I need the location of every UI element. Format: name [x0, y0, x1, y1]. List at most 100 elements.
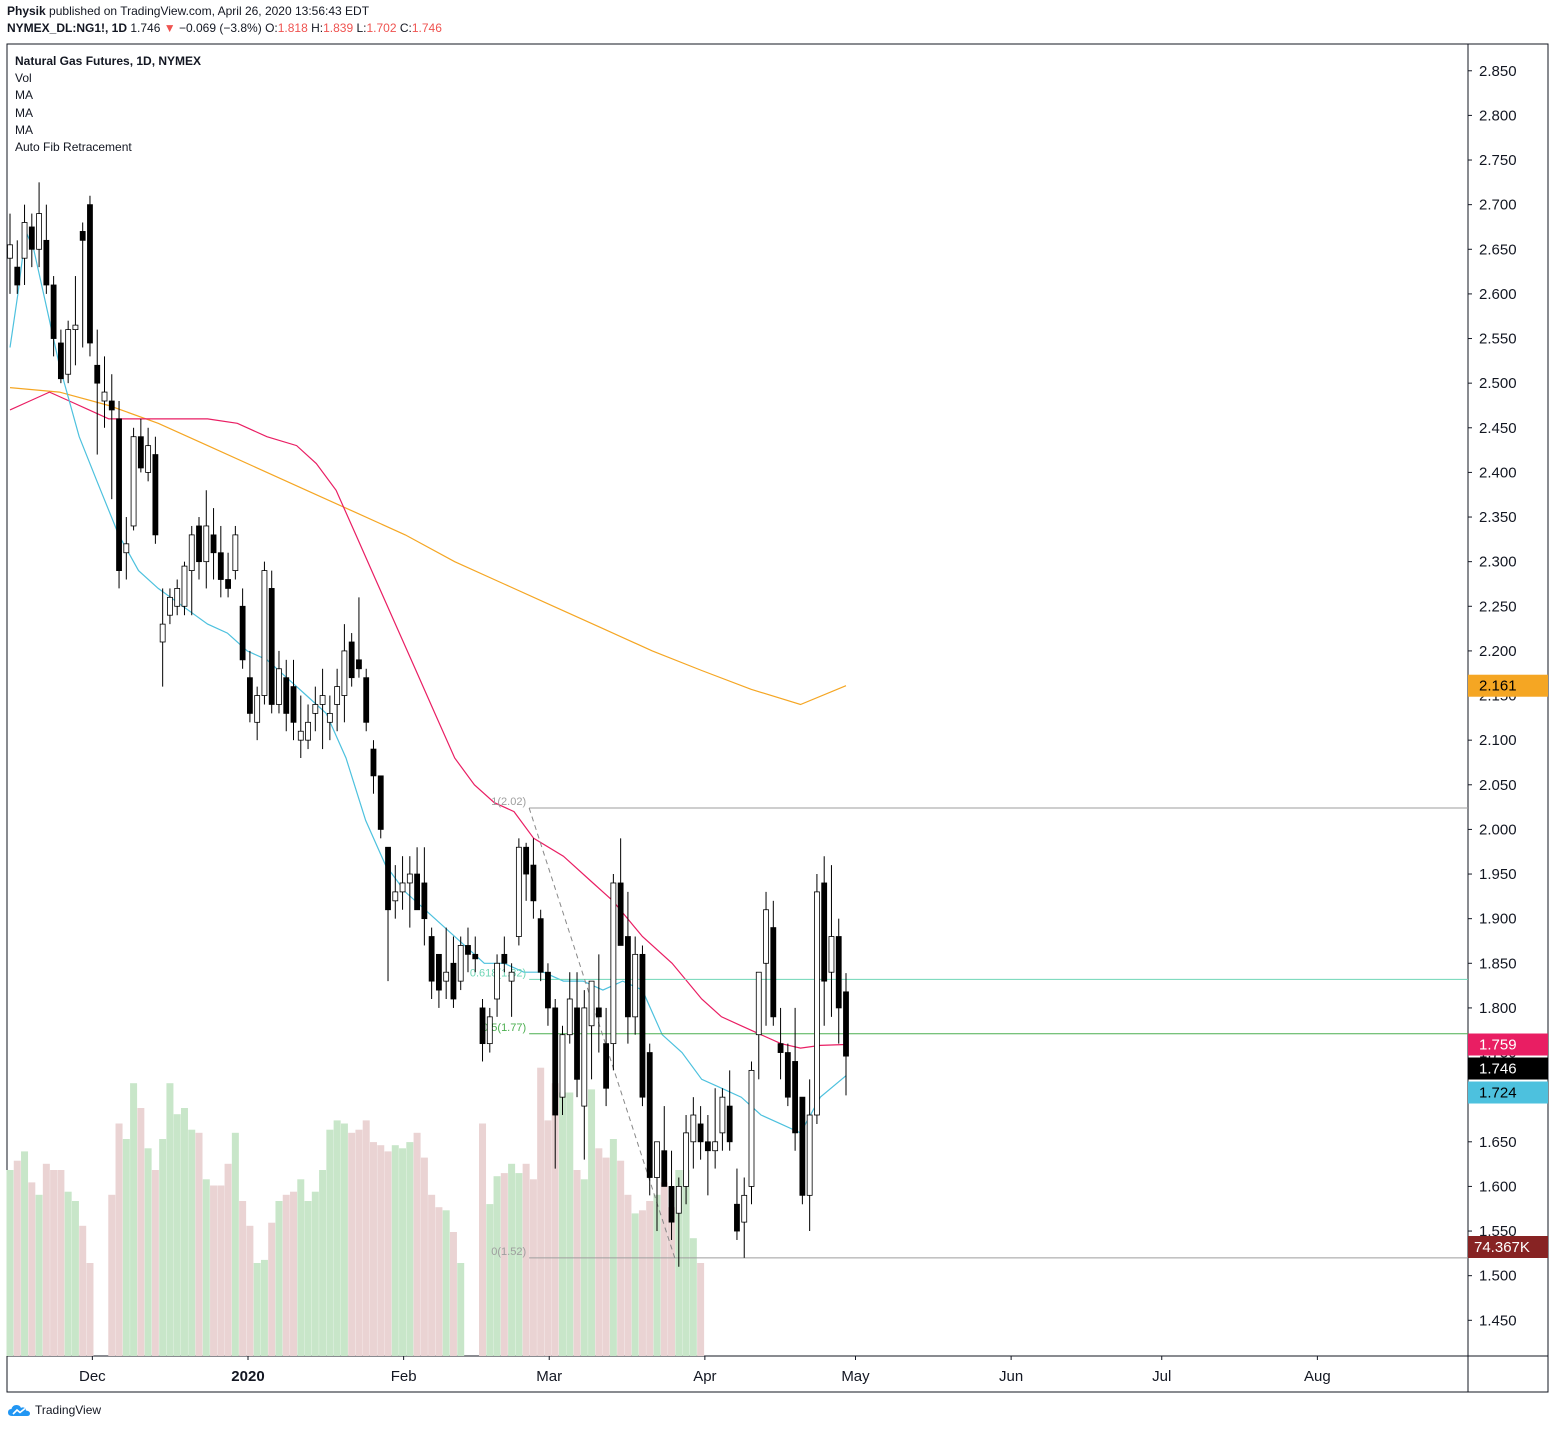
- y-tick-label: 1.450: [1479, 1312, 1517, 1329]
- candle-body: [363, 677, 370, 723]
- volume-bar: [682, 1170, 690, 1356]
- volume-bar: [50, 1170, 58, 1356]
- volume-bar: [333, 1120, 341, 1356]
- candle-body: [7, 244, 13, 259]
- legend-auto-fib[interactable]: Auto Fib Retracement: [15, 140, 132, 155]
- candle-body: [87, 204, 93, 344]
- volume-bar: [326, 1129, 334, 1356]
- candle-body: [246, 677, 253, 714]
- volume-bar: [231, 1132, 239, 1356]
- candle-body: [712, 1141, 719, 1152]
- footer-brand-label: TradingView: [35, 1403, 102, 1417]
- volume-bar: [108, 1194, 116, 1356]
- x-tick-label: Aug: [1304, 1368, 1331, 1385]
- candle-body: [726, 1105, 733, 1143]
- price-badges: 2.161 1.759 1.746 1.724 74.367K: [1468, 674, 1548, 1258]
- volume-bar: [369, 1142, 377, 1356]
- candle-body: [370, 748, 377, 777]
- candle-body: [145, 445, 152, 473]
- footer-brand[interactable]: TradingView: [7, 1403, 101, 1417]
- legend-ma-3[interactable]: MA: [15, 122, 33, 137]
- volume-bar: [638, 1210, 646, 1356]
- y-tick-label: 2.200: [1479, 643, 1517, 660]
- y-tick-label: 1.500: [1479, 1268, 1517, 1285]
- volume-bar: [609, 1139, 617, 1356]
- candle-body: [14, 266, 21, 286]
- candle-body: [523, 846, 530, 875]
- chart-frame: [6, 43, 1549, 1393]
- symbol-name[interactable]: NYMEX_DL:NG1!, 1D: [7, 21, 128, 35]
- candle-body: [784, 1052, 791, 1098]
- candle-body: [545, 971, 551, 1009]
- candle-body: [188, 534, 195, 571]
- candle-body: [661, 1150, 668, 1187]
- volume-bar: [660, 1182, 668, 1356]
- legend-ma-1[interactable]: MA: [15, 88, 33, 103]
- legend-volume[interactable]: Vol: [15, 71, 32, 86]
- candle-body: [465, 945, 471, 955]
- candle-body: [494, 962, 500, 1000]
- volume-bar: [435, 1207, 443, 1356]
- candle-body: [276, 668, 282, 705]
- legend-series-title[interactable]: Natural Gas Futures, 1D, NYMEX: [15, 54, 202, 68]
- volume-bar: [668, 1207, 676, 1356]
- y-tick-label: 2.300: [1479, 554, 1517, 571]
- x-tick-label: 2020: [231, 1368, 264, 1385]
- volume-bar: [529, 1179, 537, 1356]
- candle-body: [457, 945, 464, 982]
- legend-ma-2[interactable]: MA: [15, 105, 33, 120]
- volume-bar: [297, 1179, 305, 1356]
- candle-body: [799, 1096, 806, 1196]
- author-name[interactable]: Physik: [7, 4, 46, 18]
- volume-bar: [57, 1170, 65, 1356]
- candle-body: [356, 659, 362, 670]
- volume-bar: [617, 1160, 625, 1356]
- ma-slow-line: [9, 387, 847, 706]
- candle-body: [450, 962, 457, 1000]
- candle-body: [414, 873, 420, 911]
- candle-body: [196, 525, 202, 563]
- candle-body: [232, 534, 239, 571]
- candle-body: [181, 565, 188, 607]
- candle-body: [305, 721, 311, 741]
- candle-body: [210, 534, 217, 554]
- candle-body: [581, 1007, 588, 1107]
- y-tick-label: 2.000: [1479, 821, 1517, 838]
- volume-bar: [13, 1160, 21, 1356]
- candle-body: [290, 686, 297, 723]
- candle-body: [225, 579, 231, 589]
- candle-body: [377, 775, 384, 830]
- y-tick-label: 1.650: [1479, 1134, 1517, 1151]
- candle-body: [406, 873, 413, 884]
- candle-body: [806, 1114, 813, 1196]
- y-tick-label: 1.800: [1479, 1000, 1517, 1017]
- volume-bar: [122, 1139, 130, 1356]
- volume-bar: [406, 1142, 414, 1356]
- volume-bar: [697, 1263, 705, 1356]
- candle-body: [297, 730, 304, 741]
- candle-body: [348, 641, 355, 679]
- volume-badge-label: 74.367K: [1474, 1239, 1530, 1256]
- volume-bar: [311, 1191, 319, 1356]
- price-badge-ma_fast: [1468, 1081, 1548, 1104]
- y-tick-label: 1.550: [1479, 1223, 1517, 1240]
- volume-bar: [71, 1201, 79, 1356]
- y-tick-label: 2.250: [1479, 598, 1517, 615]
- volume-bar: [457, 1263, 465, 1356]
- volume-bar: [362, 1120, 370, 1356]
- candle-body: [501, 953, 508, 964]
- candle-body: [43, 239, 50, 286]
- volume-badge: [1468, 1236, 1548, 1258]
- y-tick-label: 1.850: [1479, 955, 1517, 972]
- candle-body: [537, 918, 544, 973]
- x-tick-label: Jun: [999, 1368, 1023, 1385]
- open-value: 1.818: [277, 21, 308, 35]
- candle-body: [159, 623, 166, 643]
- candle-body: [130, 436, 137, 527]
- candle-body: [763, 909, 769, 964]
- close-value: 1.746: [411, 21, 442, 35]
- candle-body: [436, 953, 442, 991]
- volume-bar: [508, 1163, 516, 1356]
- volume-bar: [573, 1170, 581, 1356]
